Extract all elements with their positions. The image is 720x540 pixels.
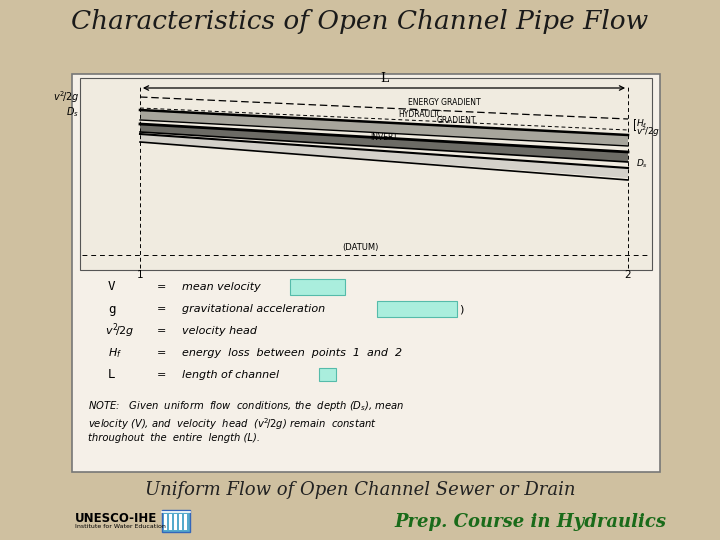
Text: Uniform Flow of Open Channel Sewer or Drain: Uniform Flow of Open Channel Sewer or Dr… [145, 481, 575, 499]
Text: V: V [108, 280, 115, 294]
Text: length of channel: length of channel [182, 370, 279, 380]
Text: Characteristics of Open Channel Pipe Flow: Characteristics of Open Channel Pipe Flo… [71, 10, 649, 35]
Bar [174, 514, 177, 530]
Text: $D_s$: $D_s$ [636, 158, 648, 170]
Text: velocity (V), and  velocity  head  ($v^2\!/2g$) remain  constant: velocity (V), and velocity head ($v^2\!/… [88, 416, 377, 432]
Text: UNESCO-IHE: UNESCO-IHE [75, 511, 157, 524]
Text: energy  loss  between  points  1  and  2: energy loss between points 1 and 2 [182, 348, 402, 358]
Text: ENERGY GRADIENT: ENERGY GRADIENT [408, 98, 481, 107]
Text: =: = [157, 282, 167, 292]
Text: GRADIENT: GRADIENT [436, 116, 476, 125]
Text: Institute for Water Education: Institute for Water Education [75, 524, 166, 530]
Text: ): ) [459, 304, 464, 314]
Text: throughout  the  entire  length (L).: throughout the entire length (L). [88, 433, 260, 443]
Bar [72, 74, 660, 472]
Bar [80, 78, 652, 270]
Bar [169, 514, 172, 530]
Text: L: L [380, 72, 388, 85]
Text: NOTE:   Given  uniform  flow  conditions, the  depth ($D_s$), mean: NOTE: Given uniform flow conditions, the… [88, 399, 405, 413]
Text: velocity head: velocity head [182, 326, 257, 336]
Text: $H_f$: $H_f$ [636, 117, 648, 130]
Bar [377, 301, 457, 317]
Text: INVERT: INVERT [370, 133, 397, 143]
Text: $D_s$: $D_s$ [66, 105, 79, 119]
Polygon shape [140, 110, 628, 146]
Text: Prep. Course in Hydraulics: Prep. Course in Hydraulics [394, 513, 666, 531]
Bar [290, 279, 345, 295]
Bar [319, 368, 336, 381]
Text: 2: 2 [625, 270, 631, 280]
Text: gravitational acceleration: gravitational acceleration [182, 304, 325, 314]
Polygon shape [140, 124, 628, 162]
Bar [179, 514, 182, 530]
Text: mean velocity: mean velocity [182, 282, 261, 292]
Text: $v^2\!/2g$: $v^2\!/2g$ [105, 322, 135, 340]
Text: $v^2\!/2g$: $v^2\!/2g$ [636, 125, 660, 139]
Text: $H_f$: $H_f$ [108, 346, 122, 360]
Text: $v^2\!/2g$: $v^2\!/2g$ [53, 89, 79, 105]
Text: =: = [157, 326, 167, 336]
Text: (DATUM): (DATUM) [342, 243, 378, 252]
Text: L: L [108, 368, 115, 381]
Bar [164, 514, 167, 530]
Text: g: g [108, 302, 115, 315]
Text: =: = [157, 370, 167, 380]
Bar [162, 510, 190, 532]
Text: =: = [157, 304, 167, 314]
Polygon shape [140, 134, 628, 178]
Bar [184, 514, 187, 530]
Text: =: = [157, 348, 167, 358]
Text: HYDRAULIC: HYDRAULIC [398, 110, 442, 119]
Text: 1: 1 [137, 270, 143, 280]
